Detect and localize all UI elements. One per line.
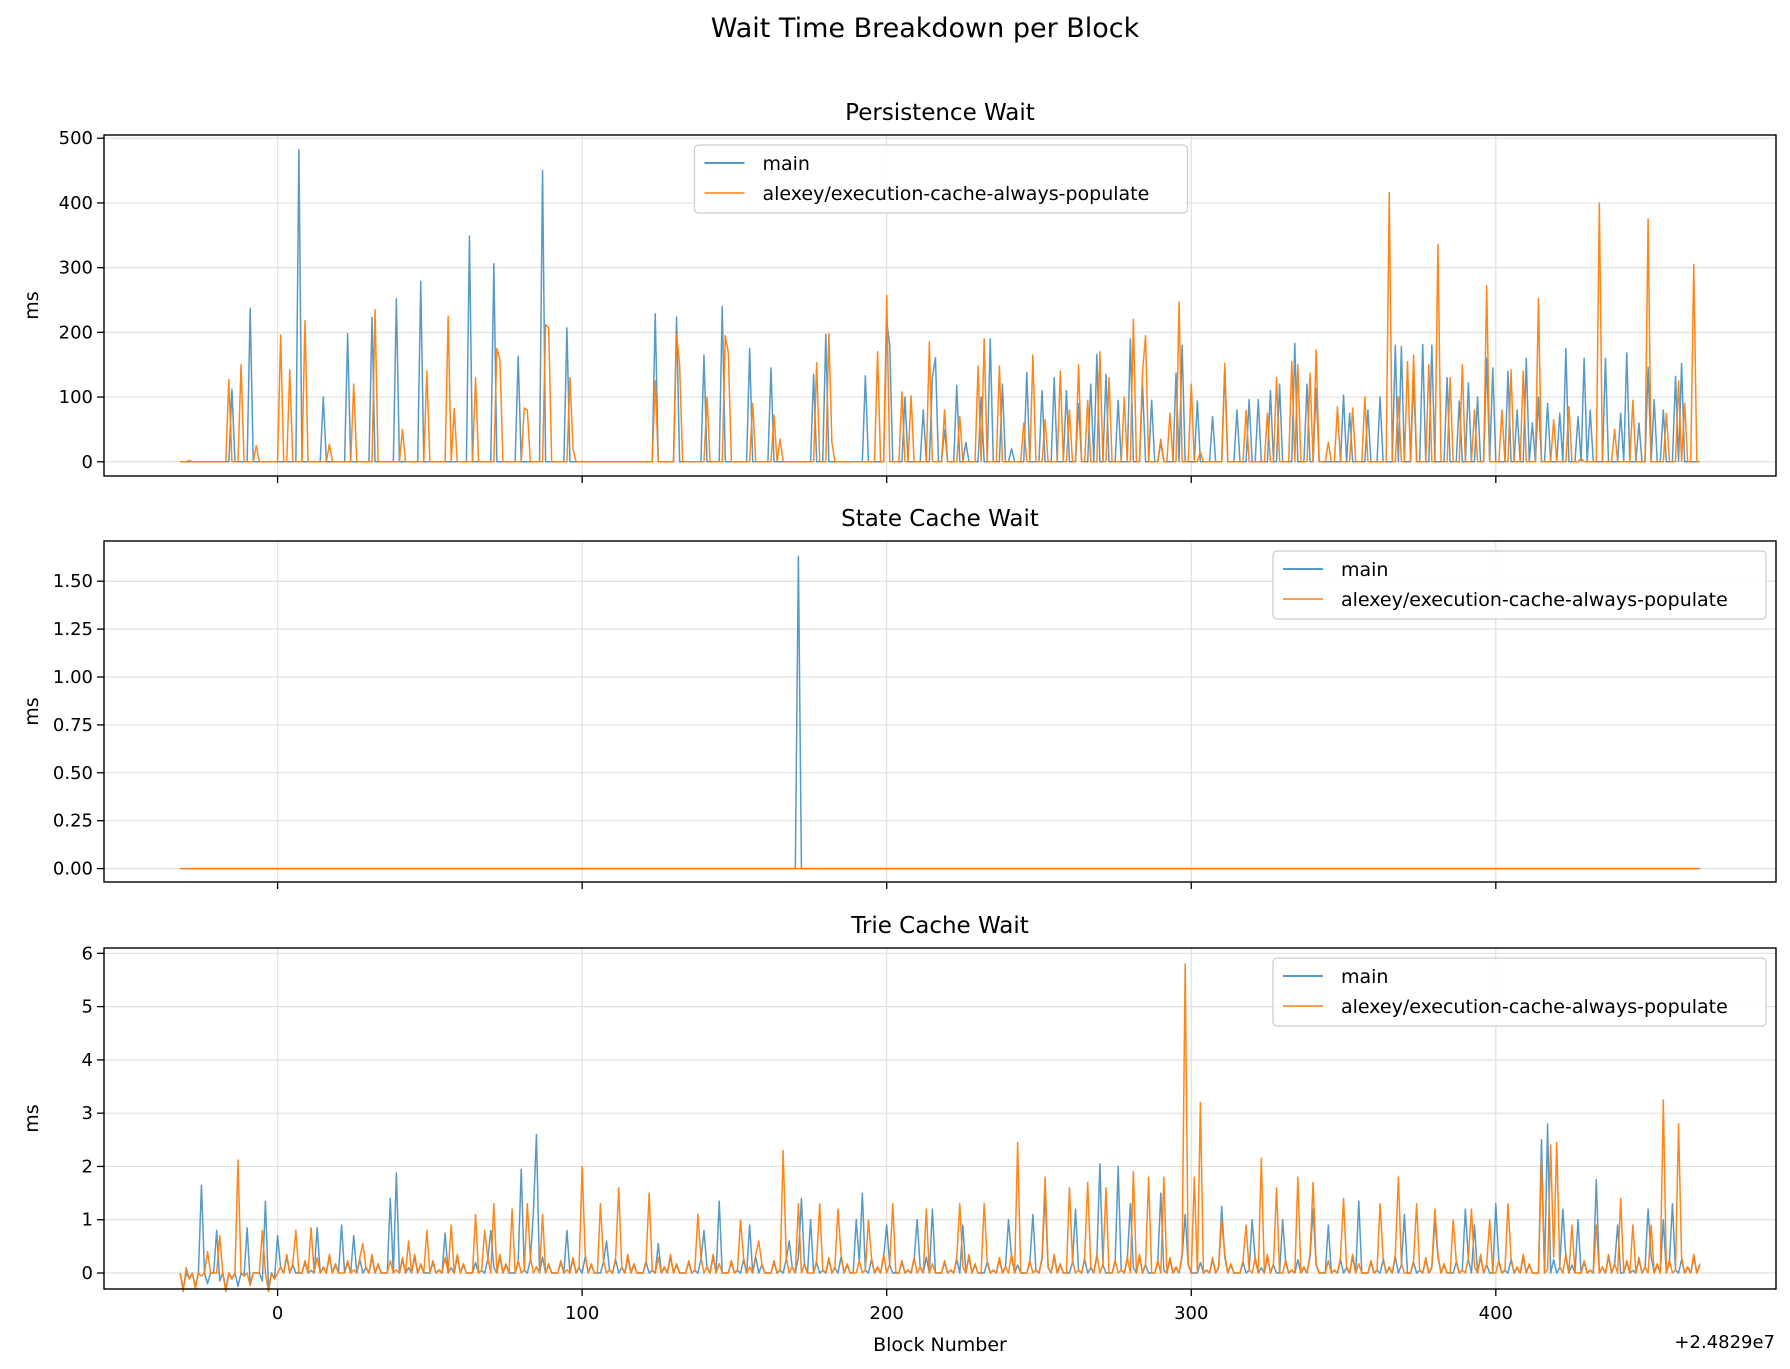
legend-entry: alexey/execution-cache-always-populate — [1341, 996, 1728, 1018]
y-tick-label: 0.50 — [53, 763, 93, 784]
series-line-branch — [179, 963, 1701, 1293]
y-axis-label: ms — [21, 1104, 43, 1132]
legend-entry: alexey/execution-cache-always-populate — [1341, 589, 1728, 611]
x-tick-label: 400 — [1479, 1303, 1513, 1324]
legend-entry: main — [1341, 559, 1388, 581]
plot-frame — [103, 134, 1777, 477]
y-tick-label: 6 — [82, 943, 93, 964]
y-tick-label: 0.00 — [53, 859, 93, 880]
y-tick-label: 0.75 — [53, 715, 93, 736]
legend: main alexey/execution-cache-always-popula… — [1272, 550, 1767, 620]
y-tick-label: 500 — [59, 128, 93, 149]
x-tick-label: 0 — [272, 1303, 283, 1324]
trie-cache-wait-panel: 0 1 2 3 4 5 6 0 100 200 300 400 Trie Cache Wait ms… — [21, 913, 1777, 1324]
y-tick-label: 1.00 — [53, 667, 93, 688]
y-tick-label: 0 — [82, 1263, 93, 1284]
x-tick-label: 300 — [1174, 1303, 1208, 1324]
y-tick-label: 400 — [59, 193, 93, 214]
plot-frame — [103, 540, 1777, 883]
x-tick-label: 100 — [565, 1303, 599, 1324]
legend-box — [1272, 550, 1767, 620]
y-tick-label: 300 — [59, 258, 93, 279]
persistence-wait-panel: 0 100 200 300 400 500 Persistence Wait ms mai… — [21, 100, 1777, 483]
legend-box — [693, 144, 1189, 214]
y-tick-label: 1.50 — [53, 571, 93, 592]
y-tick-label: 1 — [82, 1210, 93, 1231]
x-axis-offset-label: +2.4829e7 — [1674, 1332, 1775, 1353]
y-tick-label: 5 — [82, 997, 93, 1018]
figure-title: Wait Time Breakdown per Block — [711, 13, 1140, 44]
plot-frame — [103, 947, 1777, 1290]
y-axis-label: ms — [21, 697, 43, 725]
y-tick-label: 100 — [59, 387, 93, 408]
y-axis-label: ms — [21, 291, 43, 319]
panel-title: Persistence Wait — [845, 100, 1035, 126]
y-tick-label: 0.25 — [53, 811, 93, 832]
legend-entry: alexey/execution-cache-always-populate — [763, 183, 1150, 205]
x-tick-label: 200 — [870, 1303, 904, 1324]
legend: main alexey/execution-cache-always-popula… — [1272, 957, 1767, 1027]
panel-title: State Cache Wait — [841, 506, 1039, 532]
y-tick-label: 3 — [82, 1103, 93, 1124]
y-tick-label: 2 — [82, 1156, 93, 1177]
panel-title: Trie Cache Wait — [850, 913, 1029, 939]
x-axis-label: Block Number — [873, 1334, 1007, 1356]
y-tick-label: 4 — [82, 1050, 93, 1071]
legend-box — [1272, 957, 1767, 1027]
legend-entry: main — [1341, 966, 1388, 988]
y-tick-label: 0 — [82, 452, 93, 473]
series-line-branch — [180, 191, 1700, 463]
legend: main alexey/execution-cache-always-popula… — [693, 144, 1189, 214]
state-cache-wait-panel: 0.00 0.25 0.50 0.75 1.00 1.25 1.50 State Cache… — [21, 506, 1777, 889]
y-tick-label: 1.25 — [53, 619, 93, 640]
legend-entry: main — [763, 153, 810, 175]
y-tick-label: 200 — [59, 322, 93, 343]
